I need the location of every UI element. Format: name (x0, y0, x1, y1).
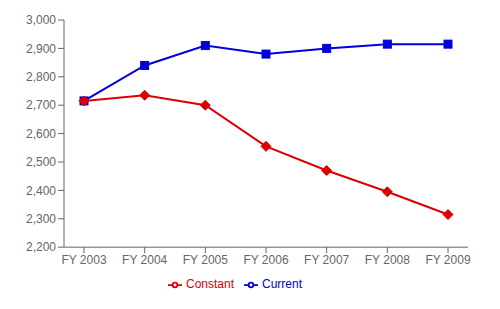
svg-text:FY 2008: FY 2008 (365, 253, 410, 267)
svg-text:2,200: 2,200 (26, 240, 56, 254)
svg-text:FY 2005: FY 2005 (183, 253, 228, 267)
svg-text:FY 2006: FY 2006 (243, 253, 288, 267)
svg-text:FY 2004: FY 2004 (122, 253, 167, 267)
svg-text:2,400: 2,400 (26, 184, 56, 198)
svg-text:FY 2007: FY 2007 (304, 253, 349, 267)
html-text:Current: Current (262, 277, 302, 292)
svg-text:2,600: 2,600 (26, 127, 56, 141)
html-text:Constant: Constant (186, 277, 234, 292)
svg-text:2,500: 2,500 (26, 155, 56, 169)
svg-text:FY 2003: FY 2003 (61, 253, 106, 267)
svg-text:2,700: 2,700 (26, 98, 56, 112)
svg-text:3,000: 3,000 (26, 13, 56, 27)
svg-text:2,300: 2,300 (26, 212, 56, 226)
svg-text:2,800: 2,800 (26, 70, 56, 84)
svg-text:FY 2009: FY 2009 (425, 253, 470, 267)
svg-text:2,900: 2,900 (26, 42, 56, 56)
